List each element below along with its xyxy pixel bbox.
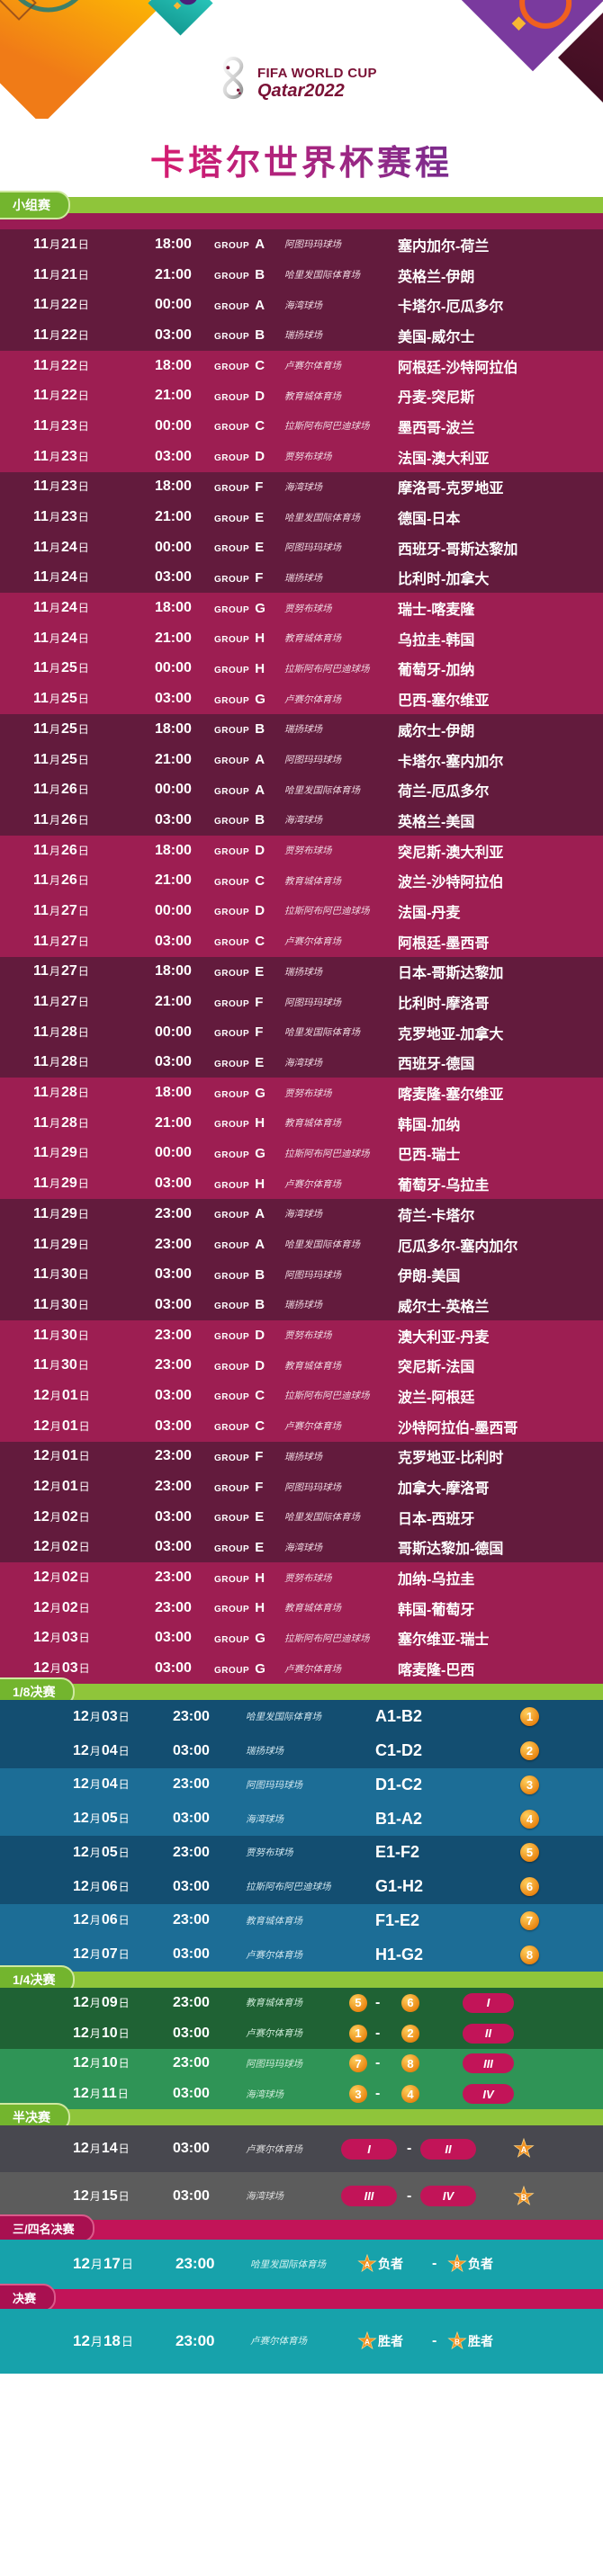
svg-text:A: A [364, 2261, 370, 2269]
svg-text:A: A [364, 2338, 370, 2346]
svg-text:B: B [521, 2193, 527, 2202]
svg-text:B: B [454, 2338, 460, 2346]
svg-text:B: B [454, 2261, 460, 2269]
svg-text:A: A [521, 2145, 527, 2154]
